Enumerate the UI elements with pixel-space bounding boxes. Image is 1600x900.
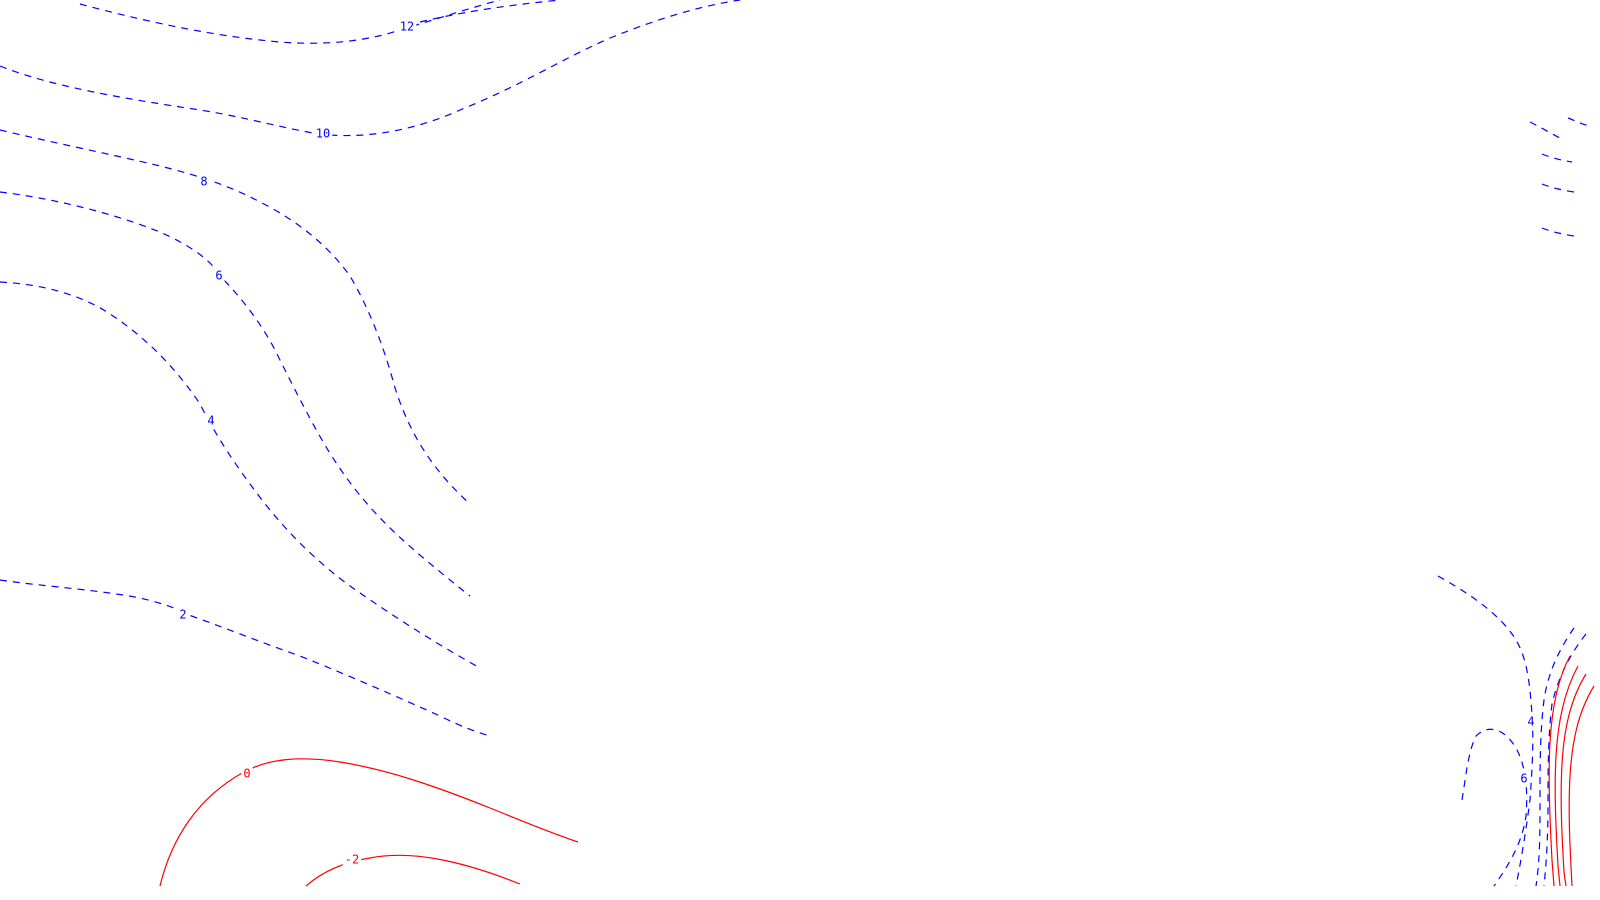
contour-line-10 (0, 0, 741, 137)
label-pos-12: 12 (400, 20, 414, 34)
contour-line-right-neg-2 (1554, 665, 1579, 887)
contour-label-mask (1518, 770, 1530, 787)
contour-line-6 (0, 191, 471, 597)
contour-line-right-c (1541, 153, 1573, 163)
label-pos-2: 2 (179, 608, 186, 622)
contour-line-right-a (1529, 121, 1561, 139)
contour-line-4 (0, 281, 481, 669)
contour-line-12-right (419, 0, 561, 23)
label-right-4: 4 (1527, 715, 1534, 729)
contour-label-mask (213, 267, 225, 284)
contour-label-mask (198, 173, 210, 190)
label-zero: 0 (243, 767, 250, 781)
contour-line-right-neg-4 (1568, 685, 1595, 887)
negative-contours-left (159, 758, 579, 887)
contour-label-mask (397, 18, 417, 35)
contour-label-mask (342, 851, 362, 868)
contour-line-2 (0, 579, 491, 737)
contour-label-mask (1525, 713, 1537, 730)
label-right-6: 6 (1520, 772, 1527, 786)
contour-labels: 12 10 8 6 4 2 0 -2 4 6 (177, 18, 1537, 868)
contour-line-right-e (1541, 227, 1575, 237)
contour-line-right-b (1567, 117, 1591, 127)
positive-contours-left (0, 0, 741, 737)
contour-label-mask (241, 765, 253, 782)
contour-line-right-4 (1437, 575, 1534, 887)
contour-line-12 (79, 0, 501, 44)
contour-line-right-d (1541, 183, 1575, 193)
contour-line-right-inner-1 (1535, 627, 1575, 887)
label-pos-8: 8 (200, 175, 207, 189)
contour-label-mask (177, 606, 189, 623)
contour-line-right-neg-1 (1548, 655, 1571, 887)
label-pos-6: 6 (215, 269, 222, 283)
label-pos-10: 10 (316, 127, 330, 141)
contour-label-mask (313, 125, 333, 142)
contour-line-right-neg-3 (1560, 673, 1587, 887)
contour-line-0 (159, 758, 579, 887)
contour-label-mask (205, 412, 217, 429)
negative-contours-right (1548, 655, 1595, 887)
label-pos-4: 4 (207, 414, 214, 428)
contour-line-8 (0, 129, 471, 505)
label-neg-2: -2 (345, 853, 359, 867)
contour-line-neg-2 (305, 854, 521, 887)
contour-line-right-6 (1461, 728, 1528, 887)
